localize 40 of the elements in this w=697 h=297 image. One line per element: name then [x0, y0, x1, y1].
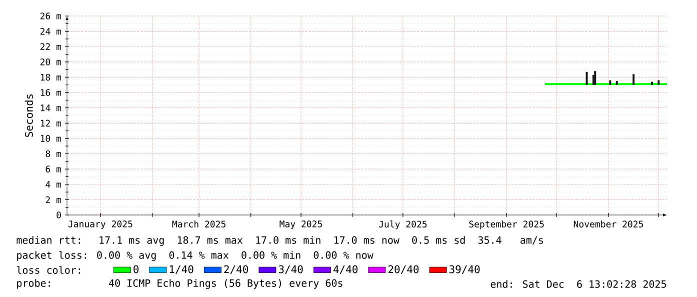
legend-label: 39/40 — [449, 265, 480, 274]
y-tick-label: 8 m — [46, 150, 62, 158]
legend-label: 1/40 — [170, 265, 194, 274]
bar — [658, 80, 660, 85]
y-tick-label: 6 m — [46, 166, 62, 172]
y-tick-label: 0 — [56, 212, 61, 218]
legend-label: 2/40 — [224, 265, 248, 274]
bar — [594, 71, 596, 85]
y-tick-label: 18 m — [40, 74, 62, 81]
x-tick-label: March 2025 — [172, 220, 226, 228]
y-axis-title: Seconds — [24, 94, 33, 137]
y-tick-label: 20 m — [40, 58, 62, 66]
x-tick-label: September 2025 — [469, 220, 544, 230]
x-tick-label: November 2025 — [574, 220, 643, 228]
x-tick-label: July 2025 — [379, 220, 427, 230]
legend-label: 20/40 — [388, 265, 419, 274]
y-tick-label: 2 m — [46, 196, 62, 204]
legend-label: 4/40 — [333, 265, 358, 274]
y-tick-label: 12 m — [40, 120, 62, 126]
bar — [616, 81, 618, 85]
y-tick-label: 14 m — [40, 104, 62, 112]
legend-label: 3/40 — [278, 265, 303, 274]
y-tick-label: 26 m — [40, 12, 62, 20]
text: median rtt: 17.1 ms avg 18.7 ms max 17.0 ms min 17.0 ms now 0.5 ms sd 35.4 am/s — [16, 236, 543, 246]
y-tick-label: 10 m — [40, 135, 62, 142]
y-tick-label: 24 m — [40, 28, 62, 35]
x-tick-label: May 2025 — [280, 220, 322, 230]
bar — [650, 82, 653, 85]
bar — [586, 72, 588, 85]
y-tick-label: 16 m — [40, 89, 62, 96]
legend-title: loss color: — [17, 266, 80, 274]
text: end: Sat Dec 6 13:02:28 2025 — [490, 280, 666, 288]
text: probe: 40 ICMP Echo Pings (56 Bytes) every 60s — [17, 279, 342, 289]
text: packet loss: 0.00 % avg 0.14 % max 0.00 % min 0.00 % now — [17, 251, 374, 261]
y-tick-label: 22 m — [40, 43, 62, 50]
legend-label: 0 — [134, 265, 139, 274]
bar — [632, 74, 635, 85]
y-tick-label: 4 m — [46, 181, 62, 188]
bar — [609, 80, 612, 85]
x-tick-label: January 2025 — [68, 220, 132, 230]
